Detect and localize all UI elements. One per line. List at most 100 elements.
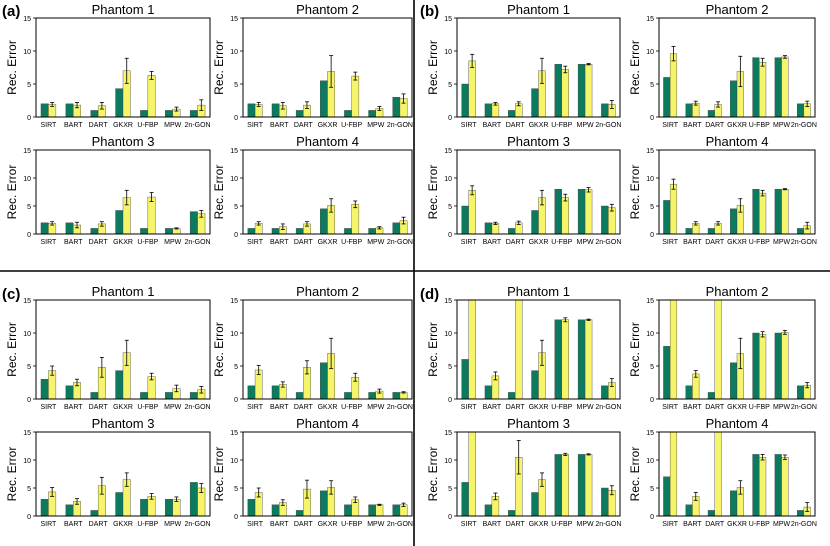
y-tick-label: 5 <box>27 364 31 371</box>
y-tick-label: 15 <box>646 148 654 155</box>
x-tick-label: MPW <box>367 404 385 411</box>
y-tick-label: 0 <box>27 397 31 404</box>
x-tick-label: GKXR <box>318 239 338 246</box>
y-tick-label: 5 <box>650 204 654 211</box>
bar-series2 <box>714 299 722 400</box>
x-tick-label: MPW <box>773 404 791 411</box>
bar-series1 <box>189 110 198 118</box>
bar-series1 <box>344 504 352 517</box>
bar-series2 <box>759 334 767 400</box>
y-axis-label: Rec. Error <box>628 447 642 502</box>
plot-frame <box>242 149 413 235</box>
y-tick-label: 15 <box>230 148 238 155</box>
x-tick-label: 2n-GON <box>387 521 413 528</box>
x-tick-label: SIRT <box>662 521 679 528</box>
bar-series1 <box>484 222 493 235</box>
panel-label-b: (b) <box>420 3 439 20</box>
y-axis-label: Rec. Error <box>628 165 642 220</box>
y-tick-label: 5 <box>27 204 31 211</box>
x-tick-label: 2n-GON <box>791 239 817 246</box>
bar-series1 <box>685 103 693 118</box>
x-tick-label: GKXR <box>727 404 747 411</box>
x-tick-label: U-FBP <box>137 239 158 246</box>
x-tick-label: SIRT <box>461 404 478 411</box>
y-tick-label: 10 <box>444 176 452 183</box>
plot-frame <box>658 149 816 235</box>
panel-label-c: (c) <box>2 286 20 303</box>
bar-series1 <box>189 392 198 400</box>
y-tick-label: 10 <box>646 176 654 183</box>
x-tick-label: BART <box>64 404 83 411</box>
bar-series2 <box>561 69 569 118</box>
y-tick-label: 5 <box>234 486 238 493</box>
plot-frame <box>456 149 621 235</box>
plot-frame <box>35 149 211 235</box>
y-tick-label: 5 <box>448 82 452 89</box>
x-tick-label: SIRT <box>247 122 264 129</box>
bar-series1 <box>65 222 74 235</box>
x-tick-label: GKXR <box>113 404 133 411</box>
bar-series1 <box>730 362 738 400</box>
bar-series2 <box>375 504 384 517</box>
x-tick-label: MPW <box>577 122 595 129</box>
chart-title: Phantom 4 <box>296 416 359 431</box>
y-tick-label: 15 <box>646 16 654 23</box>
x-tick-label: 2n-GON <box>595 122 621 129</box>
y-tick-label: 15 <box>23 148 31 155</box>
bar-series1 <box>577 454 586 517</box>
bar-series1 <box>774 332 782 400</box>
chart-title: Phantom 4 <box>706 416 769 431</box>
y-tick-label: 15 <box>444 16 452 23</box>
y-tick-label: 0 <box>27 514 31 521</box>
x-tick-label: DART <box>705 404 725 411</box>
plot-frame <box>35 17 211 118</box>
chart-title: Phantom 3 <box>507 134 570 149</box>
x-tick-label: 2n-GON <box>387 122 413 129</box>
x-tick-label: BART <box>270 122 289 129</box>
y-axis-label: Rec. Error <box>5 40 19 95</box>
y-tick-label: 0 <box>448 115 452 122</box>
bar-series1 <box>392 96 401 118</box>
bar-series2 <box>468 190 476 235</box>
x-tick-label: MPW <box>773 122 791 129</box>
bar-series1 <box>368 504 376 517</box>
bar-series1 <box>392 392 401 400</box>
bar-series2 <box>669 299 678 400</box>
y-axis-label: Rec. Error <box>426 322 440 377</box>
x-tick-label: MPW <box>577 521 595 528</box>
plot-frame <box>242 431 413 517</box>
x-tick-label: GKXR <box>529 521 549 528</box>
y-tick-label: 10 <box>230 331 238 338</box>
y-tick-label: 15 <box>646 298 654 305</box>
y-axis-label: Rec. Error <box>426 165 440 220</box>
y-tick-label: 15 <box>444 148 452 155</box>
x-tick-label: 2n-GON <box>791 122 817 129</box>
bar-series2 <box>584 189 593 235</box>
subplot: Phantom 1 Rec. Error 0 5 10 15 SIRT BART DART GKX… <box>5 284 211 411</box>
y-tick-label: 10 <box>23 458 31 465</box>
x-tick-label: MPW <box>773 239 791 246</box>
x-tick-label: MPW <box>367 122 385 129</box>
x-tick-label: SIRT <box>247 239 264 246</box>
x-tick-label: SIRT <box>662 404 679 411</box>
bar-series2 <box>669 183 678 235</box>
y-tick-label: 10 <box>23 49 31 56</box>
x-tick-label: 2n-GON <box>185 239 211 246</box>
x-tick-label: DART <box>506 521 526 528</box>
bar-series1 <box>271 385 280 400</box>
bar-series1 <box>796 510 805 517</box>
plot-frame <box>456 17 621 118</box>
y-axis-label: Rec. Error <box>212 447 226 502</box>
x-tick-label: 2n-GON <box>595 404 621 411</box>
y-axis-label: Rec. Error <box>212 322 226 377</box>
subplot: Phantom 3 Rec. Error 0 5 10 15 SIRT BART DART GKX… <box>5 134 211 246</box>
x-tick-label: DART <box>506 239 526 246</box>
plot-frame <box>35 431 211 517</box>
x-tick-label: U-FBP <box>551 122 572 129</box>
x-tick-label: 2n-GON <box>387 239 413 246</box>
plot-frame <box>658 431 816 517</box>
y-tick-label: 15 <box>230 430 238 437</box>
